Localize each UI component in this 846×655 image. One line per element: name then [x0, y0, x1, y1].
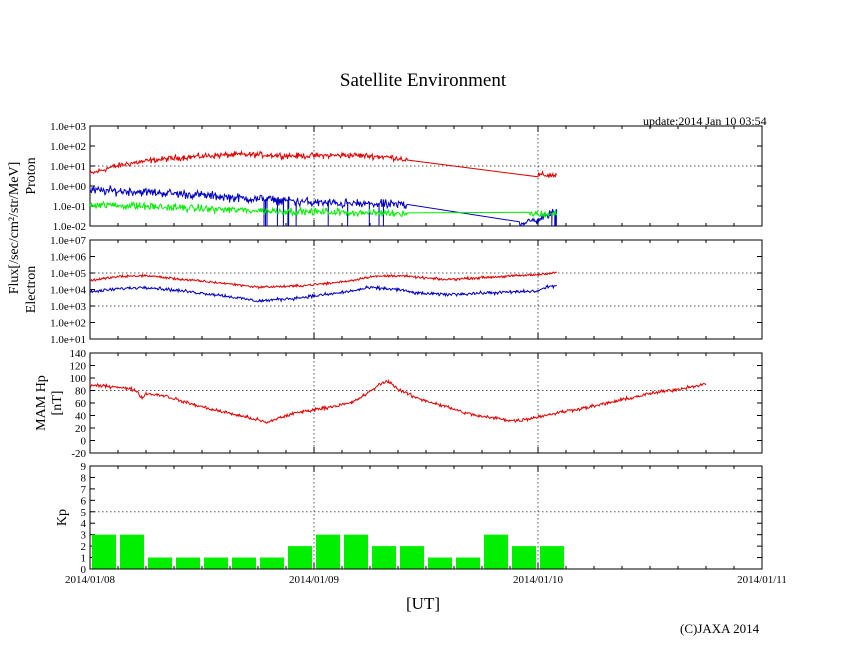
kp-bar	[484, 534, 508, 569]
kp-bar	[512, 546, 536, 569]
kp-ylabel: Kp	[55, 509, 70, 526]
kp-ytick-label: 0	[81, 564, 87, 576]
mam-frame	[89, 352, 763, 454]
kp-ytick-label: 6	[81, 495, 87, 507]
proton-ytick-label: 1.0e-02	[53, 221, 86, 233]
kp-ytick-label: 4	[81, 518, 87, 530]
mam-ytick-label: 140	[70, 348, 87, 360]
electron-ytick-label: 1.0e+05	[50, 268, 86, 280]
electron-ytick-label: 1.0e+01	[50, 334, 86, 346]
proton-ytick-label: 1.0e+00	[50, 181, 86, 193]
mam-ylabel: MAM Hp	[34, 375, 49, 431]
electron-ytick-label: 1.0e+06	[50, 252, 86, 264]
x-tick-label: 2014/01/09	[289, 574, 340, 586]
proton-high-line	[89, 149, 558, 179]
update-timestamp: update:2014 Jan 10 03:54	[643, 114, 767, 128]
x-axis-label: [UT]	[406, 594, 440, 613]
kp-bar	[176, 557, 200, 569]
proton-ylabel: Proton	[24, 157, 39, 194]
mam-ytick-label: -20	[71, 448, 86, 460]
kp-bar	[456, 557, 480, 569]
copyright-text: (C)JAXA 2014	[680, 621, 760, 636]
electron-ytick-label: 1.0e+07	[50, 235, 86, 247]
kp-bar	[120, 534, 144, 569]
mam-hp-line	[89, 378, 707, 424]
proton-ytick-label: 1.0e-01	[53, 201, 86, 213]
mam-ytick-label: 0	[81, 436, 87, 448]
x-tick-label: 2014/01/11	[737, 574, 787, 586]
kp-bar	[288, 546, 312, 569]
kp-bar	[92, 534, 116, 569]
kp-ytick-label: 1	[81, 553, 87, 565]
kp-ytick-label: 5	[81, 507, 87, 519]
kp-ytick-label: 2	[81, 541, 87, 553]
kp-ytick-label: 8	[81, 472, 87, 484]
proton-ytick-label: 1.0e+02	[50, 141, 86, 153]
electron-ylabel: Electron	[24, 266, 39, 313]
x-tick-label: 2014/01/08	[65, 574, 116, 586]
kp-bar	[428, 557, 452, 569]
proton-ytick-label: 1.0e+01	[50, 161, 86, 173]
kp-bar	[148, 557, 172, 569]
kp-bar	[204, 557, 228, 569]
kp-bar	[372, 546, 396, 569]
kp-bar	[400, 546, 424, 569]
mam-ytick-label: 100	[70, 373, 87, 385]
mam-ylabel2: [nT]	[50, 391, 65, 416]
electron-ytick-label: 1.0e+03	[50, 301, 86, 313]
chart-title: Satellite Environment	[339, 70, 507, 91]
mam-ytick-label: 20	[75, 423, 87, 435]
kp-ytick-label: 9	[81, 461, 87, 473]
flux-axis-label: Flux[/sec/cm²/str/MeV]	[7, 162, 22, 295]
mam-ytick-label: 60	[75, 398, 87, 410]
electron-frame	[89, 239, 763, 340]
electron-ytick-label: 1.0e+04	[50, 285, 86, 297]
electron-ytick-label: 1.0e+02	[50, 318, 86, 330]
x-tick-label: 2014/01/10	[513, 574, 564, 586]
proton-frame	[89, 125, 763, 227]
kp-bar	[540, 546, 564, 569]
kp-frame	[89, 465, 763, 570]
mam-ytick-label: 120	[70, 361, 87, 373]
proton-low-line	[89, 200, 558, 219]
electron-high-line	[89, 271, 557, 290]
kp-bar	[260, 557, 284, 569]
kp-bar	[316, 534, 340, 569]
kp-bar	[232, 557, 256, 569]
electron-mid-line	[90, 284, 557, 303]
mam-ytick-label: 80	[75, 386, 87, 398]
kp-bar	[344, 534, 368, 569]
mam-ytick-label: 40	[75, 411, 87, 423]
proton-ytick-label: 1.0e+03	[50, 121, 86, 133]
kp-ytick-label: 7	[81, 484, 87, 496]
proton-mid-line	[89, 185, 558, 227]
kp-ytick-label: 3	[81, 530, 87, 542]
kp-frame-top	[89, 465, 763, 570]
